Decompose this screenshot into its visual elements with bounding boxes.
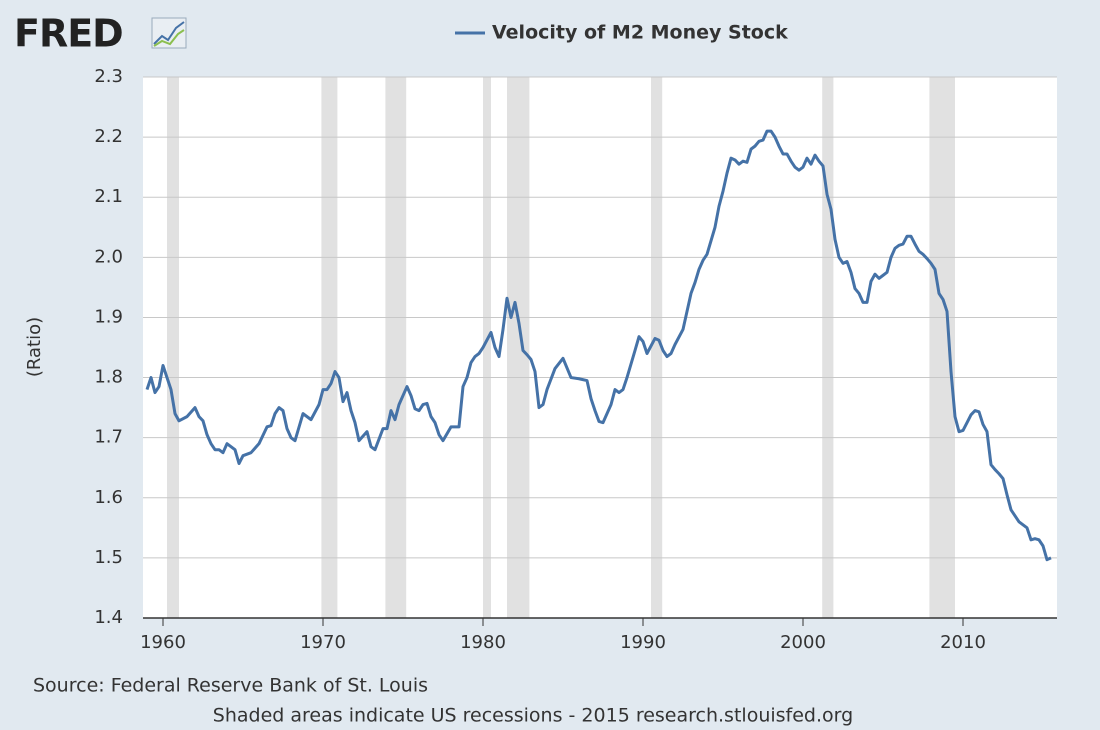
x-tick-label: 1960: [140, 632, 186, 653]
recession-band: [651, 77, 663, 618]
y-tick-label: 2.2: [94, 126, 123, 147]
recession-layer: [167, 77, 955, 618]
note: Shaded areas indicate US recessions - 20…: [213, 705, 853, 727]
legend-label: Velocity of M2 Money Stock: [492, 22, 788, 44]
y-tick-label: 1.5: [94, 547, 123, 568]
x-tick-label: 1970: [300, 632, 346, 653]
y-tick-label: 1.4: [94, 607, 123, 628]
y-tick-label: 1.9: [94, 306, 123, 327]
y-tick-label: 1.7: [94, 427, 123, 448]
y-tick-label: 2.3: [94, 66, 123, 87]
x-tick-label: 2000: [780, 632, 826, 653]
x-tick-label: 1980: [460, 632, 506, 653]
recession-band: [929, 77, 955, 618]
y-tick-label: 2.1: [94, 186, 123, 207]
recession-band: [321, 77, 338, 618]
x-tick-label: 2010: [940, 632, 986, 653]
recession-band: [507, 77, 530, 618]
y-tick-label: 2.0: [94, 246, 123, 267]
y-tick-label: 1.6: [94, 487, 123, 508]
source: Source: Federal Reserve Bank of St. Loui…: [33, 675, 428, 697]
y-tick-label: 1.8: [94, 367, 123, 388]
recession-band: [167, 77, 179, 618]
x-tick-label: 1990: [620, 632, 666, 653]
logo-icon: [151, 17, 187, 49]
y-axis-label: (Ratio): [24, 317, 45, 377]
data-line: [145, 129, 1052, 562]
recession-band: [822, 77, 834, 618]
recession-band: [385, 77, 407, 618]
plot-area: [143, 77, 1057, 618]
logo: FRED: [14, 12, 123, 56]
recession-band: [483, 77, 491, 618]
